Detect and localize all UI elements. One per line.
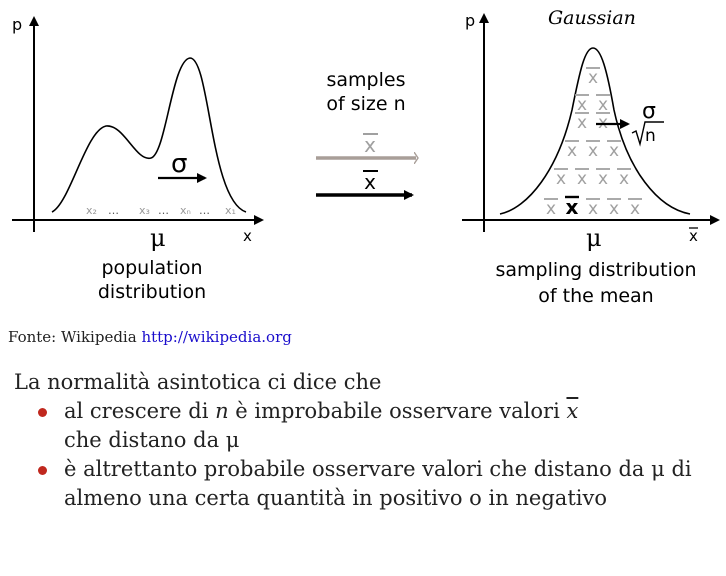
left-mu-label: μ bbox=[150, 224, 166, 252]
sample-mean-symbol: x bbox=[556, 169, 566, 189]
population-distribution-panel: p x σ x₂ … x₃ … xₙ … x₁ μ population dis… bbox=[12, 15, 264, 303]
sample-x3: x₃ bbox=[139, 204, 150, 217]
sample-x1: x₁ bbox=[225, 204, 236, 217]
left-sigma-label: σ bbox=[171, 149, 187, 179]
population-caption-line1: population bbox=[101, 257, 202, 279]
sample-xn: xₙ bbox=[180, 204, 191, 217]
sample-mean-symbol: x bbox=[598, 95, 608, 115]
right-mu-label: μ bbox=[586, 224, 602, 252]
bullet1-xbar: x bbox=[566, 399, 579, 423]
middle-xbar-black: x bbox=[364, 170, 376, 194]
middle-xbar-gray: x bbox=[364, 133, 376, 157]
source-link[interactable]: http://wikipedia.org bbox=[141, 328, 292, 346]
sampling-arrows: samples of size n x x bbox=[316, 69, 416, 200]
sampling-caption-line1: sampling distribution bbox=[495, 259, 696, 281]
sample-x2: x₂ bbox=[86, 204, 97, 217]
sample-mean-symbol: x bbox=[598, 169, 608, 189]
sqrt-sign bbox=[631, 121, 664, 147]
samples-label-line1: samples bbox=[327, 69, 406, 91]
right-sigma-label: σ bbox=[642, 99, 656, 124]
bullet-item-2: è altrettanto probabile osservare valori… bbox=[38, 455, 718, 513]
bullet1-text-b: è improbabile osservare valori bbox=[228, 399, 567, 423]
sample-mean-symbol: x bbox=[588, 68, 598, 88]
sample-mean-symbol: x bbox=[609, 141, 619, 161]
left-y-axis-label: p bbox=[12, 15, 22, 34]
sample-mean-symbol: x bbox=[577, 113, 587, 133]
sampling-distribution-figure: p x σ x₂ … x₃ … xₙ … x₁ μ population dis… bbox=[12, 7, 720, 307]
sample-mean-symbol: x bbox=[566, 195, 579, 219]
population-caption-line2: distribution bbox=[98, 281, 206, 303]
samples-label-line2: of size n bbox=[326, 93, 405, 115]
sample-mean-symbol: x bbox=[567, 141, 577, 161]
gaussian-curve bbox=[499, 47, 691, 215]
gaussian-title: Gaussian bbox=[548, 7, 636, 29]
bullet-list: al crescere di n è improbabile osservare… bbox=[14, 397, 718, 513]
source-prefix: Fonte: Wikipedia bbox=[8, 328, 137, 346]
intro-line: La normalità asintotica ci dice che bbox=[14, 370, 382, 394]
sample-mean-symbol: x bbox=[619, 169, 629, 189]
sample-mean-symbol: x bbox=[577, 169, 587, 189]
bullet1-n: n bbox=[215, 399, 229, 423]
right-y-axis-label: p bbox=[465, 11, 475, 30]
sample-mean-symbol: x bbox=[546, 199, 556, 219]
bullet1-text-c: che distano da μ bbox=[64, 428, 240, 452]
sample-mean-symbol: x bbox=[588, 141, 598, 161]
sample-mean-symbol: x bbox=[577, 95, 587, 115]
bullet1-text-a: al crescere di bbox=[64, 399, 216, 423]
right-sqrt-n-label: n bbox=[645, 126, 656, 146]
bimodal-curve bbox=[51, 57, 247, 213]
left-x-axis-label: x bbox=[243, 227, 252, 245]
sample-mean-symbol: x bbox=[609, 199, 619, 219]
sample-ellipsis: … bbox=[108, 204, 119, 217]
body-text: La normalità asintotica ci dice che al c… bbox=[14, 368, 718, 513]
bullet-item-1: al crescere di n è improbabile osservare… bbox=[38, 397, 718, 455]
bullet2-text: è altrettanto probabile osservare valori… bbox=[64, 457, 692, 510]
sampling-caption-line2: of the mean bbox=[538, 285, 653, 307]
sample-ellipsis: … bbox=[158, 204, 169, 217]
sample-mean-symbol: x bbox=[630, 199, 640, 219]
source-line: Fonte: Wikipedia http://wikipedia.org bbox=[8, 328, 292, 346]
sample-ellipsis: … bbox=[199, 204, 210, 217]
population-samples-row: x₂ … x₃ … xₙ … x₁ bbox=[86, 204, 236, 217]
right-x-axis-label: x bbox=[689, 227, 698, 245]
sample-mean-symbol: x bbox=[588, 199, 598, 219]
